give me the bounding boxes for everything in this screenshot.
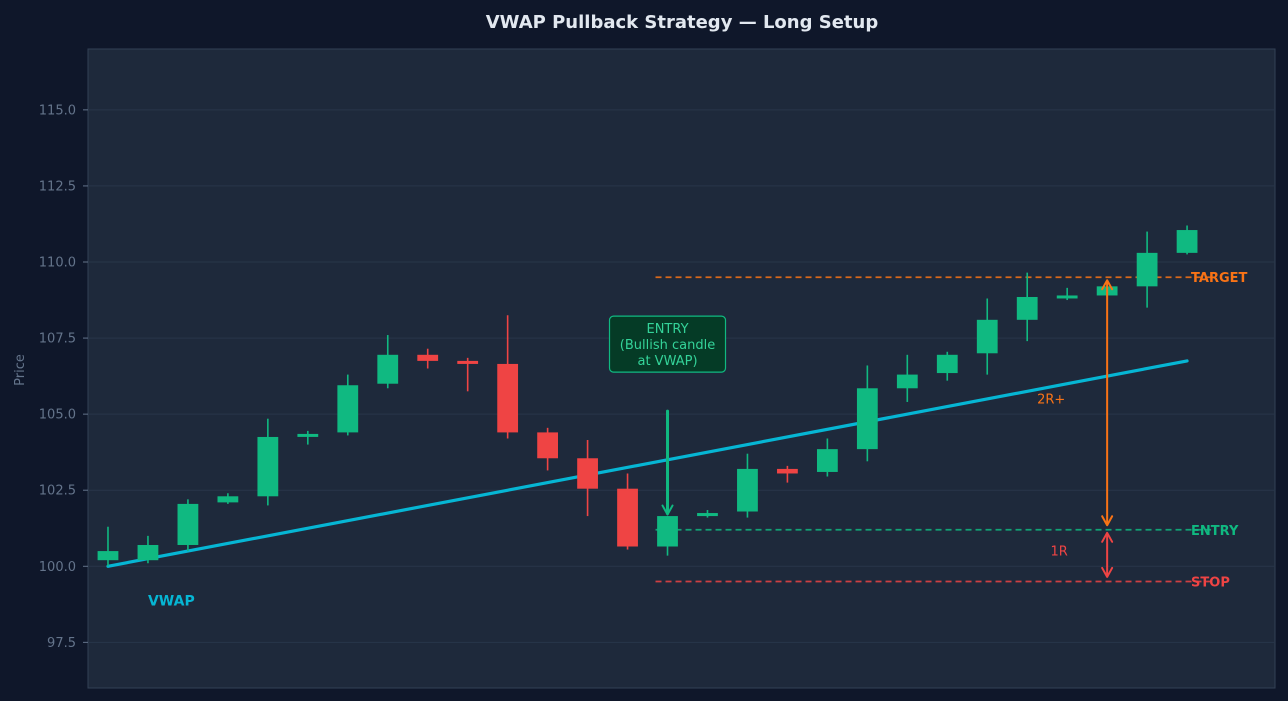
candles <box>97 225 1198 567</box>
grid-lines <box>88 109 1275 643</box>
candle-body <box>1016 296 1038 320</box>
candle-body <box>896 374 918 389</box>
bullish-candle <box>137 535 159 564</box>
bearish-candle <box>497 315 519 439</box>
candle-body <box>697 513 718 517</box>
bullish-candle <box>976 298 998 375</box>
bearish-candle <box>457 357 479 392</box>
level-label-target: TARGET <box>1191 271 1247 286</box>
candle-body <box>816 449 838 472</box>
vwap-series: VWAP <box>106 359 1189 609</box>
candle-body <box>257 436 279 497</box>
bearish-candle <box>617 473 638 550</box>
bullish-candle <box>936 351 958 381</box>
price-levels: TARGET ENTRY STOP <box>655 271 1248 591</box>
bearish-candle <box>537 427 559 471</box>
candle-body <box>377 354 399 384</box>
bullish-candle <box>816 438 838 477</box>
y-axis-ticks: 97.5 100.0 102.5 105.0 107.5 110.0 112.5 115.0 <box>39 103 88 651</box>
bullish-candle <box>217 493 239 504</box>
vwap-line <box>106 359 1189 568</box>
candle-body <box>1056 295 1078 299</box>
bullish-candle <box>1136 231 1158 308</box>
y-tick-label: 110.0 <box>39 256 76 271</box>
candle-body <box>497 363 519 433</box>
candle-body <box>457 360 479 364</box>
y-tick-label: 112.5 <box>39 179 76 194</box>
bullish-candle <box>297 430 319 445</box>
candle-body <box>97 551 119 561</box>
level-label-stop: STOP <box>1191 576 1230 591</box>
level-label-entry: ENTRY <box>1191 524 1239 539</box>
risk-arrow-head-bottom <box>1101 566 1114 578</box>
reward-arrow-head-top <box>1101 279 1114 291</box>
y-tick-label: 97.5 <box>47 636 76 651</box>
candle-body <box>1136 252 1158 287</box>
bullish-candle <box>737 453 758 518</box>
y-tick-label: 105.0 <box>39 408 76 423</box>
bullish-candle <box>97 526 119 567</box>
y-axis-label: Price <box>13 354 28 386</box>
bullish-candle <box>337 374 359 436</box>
bullish-candle <box>896 354 918 402</box>
bearish-candle <box>777 465 798 483</box>
bullish-candle <box>377 335 399 389</box>
bullish-candle <box>657 516 678 556</box>
bullish-candle <box>177 499 199 552</box>
candle-body <box>177 503 199 545</box>
y-tick-label: 102.5 <box>39 484 76 499</box>
reward-label: 2R+ <box>1037 392 1065 407</box>
risk-arrow-head-top <box>1101 531 1114 543</box>
risk-label: 1R <box>1051 545 1068 560</box>
candle-body <box>217 496 239 503</box>
candle-body <box>337 385 359 433</box>
entry-arrow-head <box>661 504 674 516</box>
candle-body <box>657 516 678 547</box>
candle-body <box>856 388 878 450</box>
candle-body <box>417 354 439 361</box>
y-tick-label: 100.0 <box>39 560 76 575</box>
y-tick-label: 107.5 <box>39 332 76 347</box>
candle-body <box>936 354 958 374</box>
reward-arrow-head-bottom <box>1101 515 1114 527</box>
y-tick-label: 115.0 <box>39 103 76 118</box>
bullish-candle <box>1056 287 1078 301</box>
bullish-candle <box>1016 272 1038 342</box>
candle-body <box>777 468 798 474</box>
bullish-candle <box>1176 225 1198 255</box>
candle-body <box>137 544 159 561</box>
candle-body <box>737 468 758 512</box>
entry-callout-box <box>608 315 727 373</box>
entry-callout-text: ENTRY <box>646 322 688 337</box>
vwap-label: VWAP <box>148 593 195 609</box>
bullish-candle <box>697 509 718 518</box>
entry-callout-text: at VWAP) <box>637 354 697 369</box>
candle-body <box>976 319 998 354</box>
candle-body <box>537 432 559 459</box>
bearish-candle <box>417 348 439 369</box>
bullish-candle <box>257 418 279 506</box>
chart-title: VWAP Pullback Strategy — Long Setup <box>486 12 879 33</box>
entry-callout-text: (Bullish candle <box>620 338 715 353</box>
candle-body <box>1176 230 1198 253</box>
bullish-candle <box>856 365 878 462</box>
candle-body <box>617 488 638 547</box>
candle-body <box>297 433 319 437</box>
candle-body <box>577 458 598 489</box>
bearish-candle <box>577 440 598 517</box>
